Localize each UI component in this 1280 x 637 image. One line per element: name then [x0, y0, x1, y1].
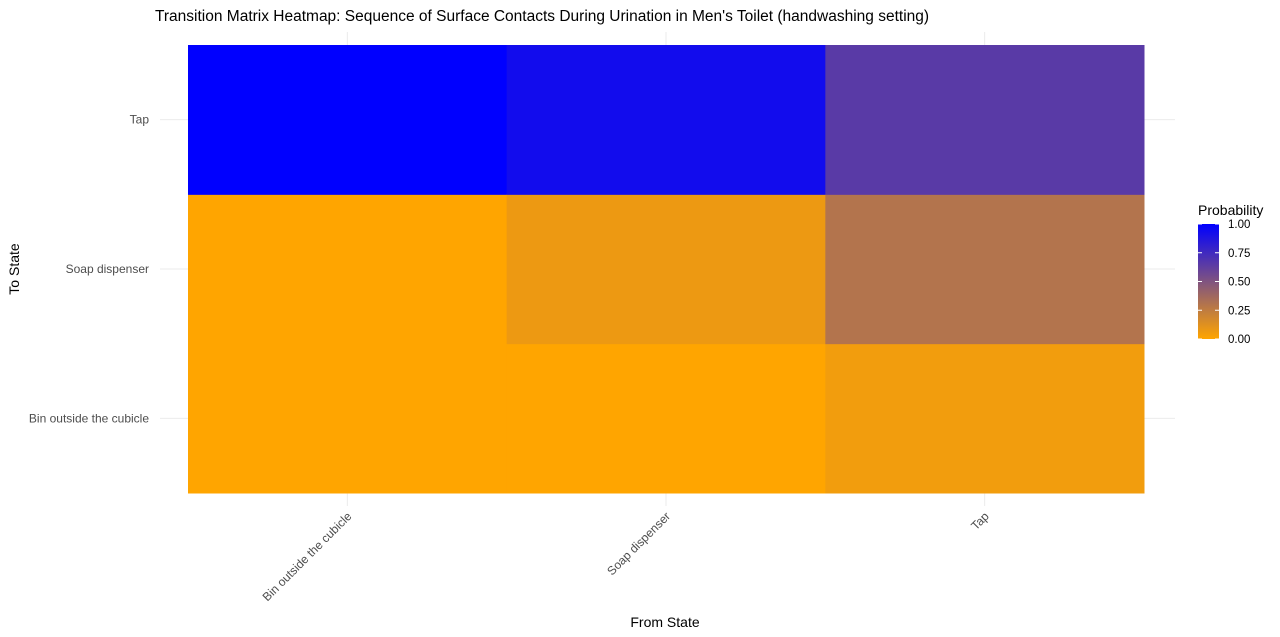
heatmap-cell: [825, 194, 1145, 345]
x-axis-ticks: Bin outside the cubicle Soap dispenser Tap: [260, 509, 992, 604]
x-tick-label: Tap: [968, 509, 992, 533]
heatmap-cell: [825, 45, 1145, 195]
legend: Probability 0.00 0.25 0.50 0.75 1.00: [1198, 202, 1263, 346]
y-tick-label: Bin outside the cubicle: [29, 411, 149, 425]
chart-title: Transition Matrix Heatmap: Sequence of S…: [155, 8, 929, 25]
y-tick-label: Tap: [130, 113, 150, 127]
y-tick-label: Soap dispenser: [66, 262, 149, 276]
legend-ticks: 0.00 0.25 0.50 0.75 1.00: [1198, 219, 1250, 346]
y-axis-title: To State: [6, 243, 22, 295]
heatmap-cell: [188, 45, 508, 195]
heatmap-cell: [825, 343, 1145, 494]
legend-tick-label: 0.50: [1228, 277, 1250, 289]
legend-tick-label: 0.75: [1228, 248, 1250, 260]
heatmap-cell: [188, 343, 508, 494]
legend-colorbar: [1198, 224, 1219, 339]
x-axis-title: From State: [630, 614, 699, 630]
legend-tick-label: 0.25: [1228, 305, 1250, 317]
x-tick-label: Soap dispenser: [604, 509, 673, 578]
x-tick-label: Bin outside the cubicle: [260, 509, 355, 604]
legend-tick-label: 1.00: [1228, 219, 1250, 231]
heatmap-cell: [506, 194, 826, 345]
heatmap-cell: [506, 45, 826, 195]
heatmap-cell: [506, 343, 826, 494]
heatmap-cell: [188, 194, 508, 345]
y-axis-ticks: Bin outside the cubicle Soap dispenser Tap: [29, 113, 149, 426]
legend-title: Probability: [1198, 202, 1263, 218]
legend-tick-label: 0.00: [1228, 334, 1250, 346]
heatmap-cells: [188, 45, 1145, 494]
